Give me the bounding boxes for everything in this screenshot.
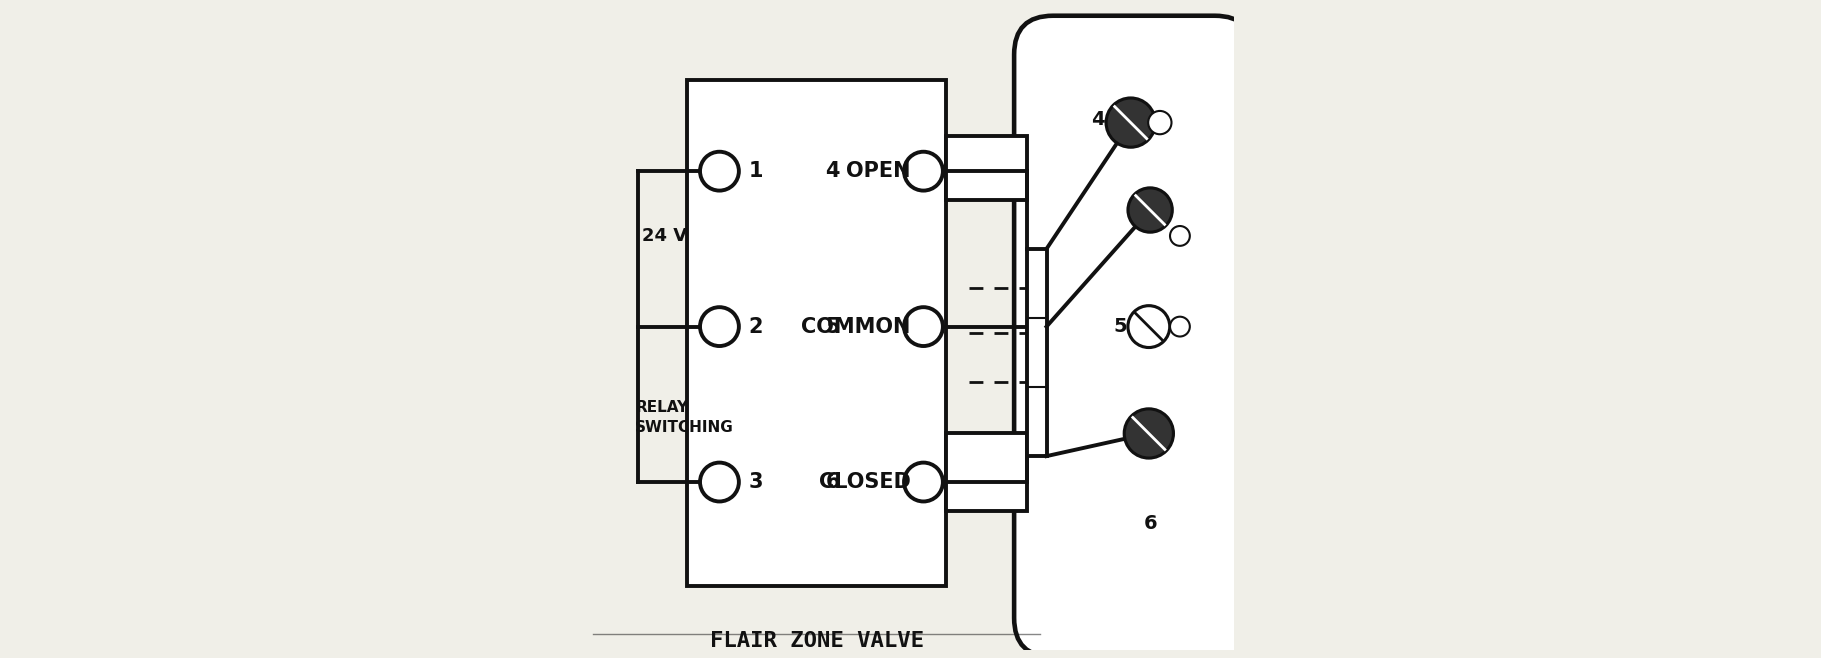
Circle shape — [1149, 111, 1171, 134]
Circle shape — [699, 463, 739, 501]
Circle shape — [1124, 409, 1173, 458]
Polygon shape — [687, 80, 947, 586]
Circle shape — [1171, 316, 1189, 336]
Text: 4: 4 — [825, 161, 839, 181]
Circle shape — [1105, 98, 1155, 147]
Polygon shape — [947, 136, 1027, 200]
Text: 1: 1 — [748, 161, 763, 181]
Circle shape — [1171, 226, 1189, 246]
Text: 5: 5 — [825, 316, 839, 337]
Text: 3: 3 — [748, 472, 763, 492]
Text: COMMON: COMMON — [801, 316, 910, 337]
Circle shape — [1127, 188, 1173, 232]
Text: FLAIR ZONE VALVE: FLAIR ZONE VALVE — [710, 631, 923, 651]
Text: RELAY
SWITCHING: RELAY SWITCHING — [636, 400, 734, 435]
Circle shape — [903, 307, 943, 346]
FancyBboxPatch shape — [1014, 16, 1253, 657]
Text: 4: 4 — [1091, 110, 1105, 129]
Circle shape — [699, 152, 739, 191]
Text: 5: 5 — [1114, 317, 1127, 336]
Text: 2: 2 — [748, 316, 763, 337]
Circle shape — [1127, 306, 1169, 347]
Text: CLOSED: CLOSED — [819, 472, 910, 492]
Text: 24 V: 24 V — [641, 227, 687, 245]
Polygon shape — [1027, 249, 1047, 456]
Circle shape — [903, 152, 943, 191]
Polygon shape — [947, 434, 1027, 511]
Circle shape — [903, 463, 943, 501]
Text: 6: 6 — [825, 472, 839, 492]
Text: 6: 6 — [1144, 515, 1156, 534]
Circle shape — [699, 307, 739, 346]
Text: OPEN: OPEN — [847, 161, 910, 181]
